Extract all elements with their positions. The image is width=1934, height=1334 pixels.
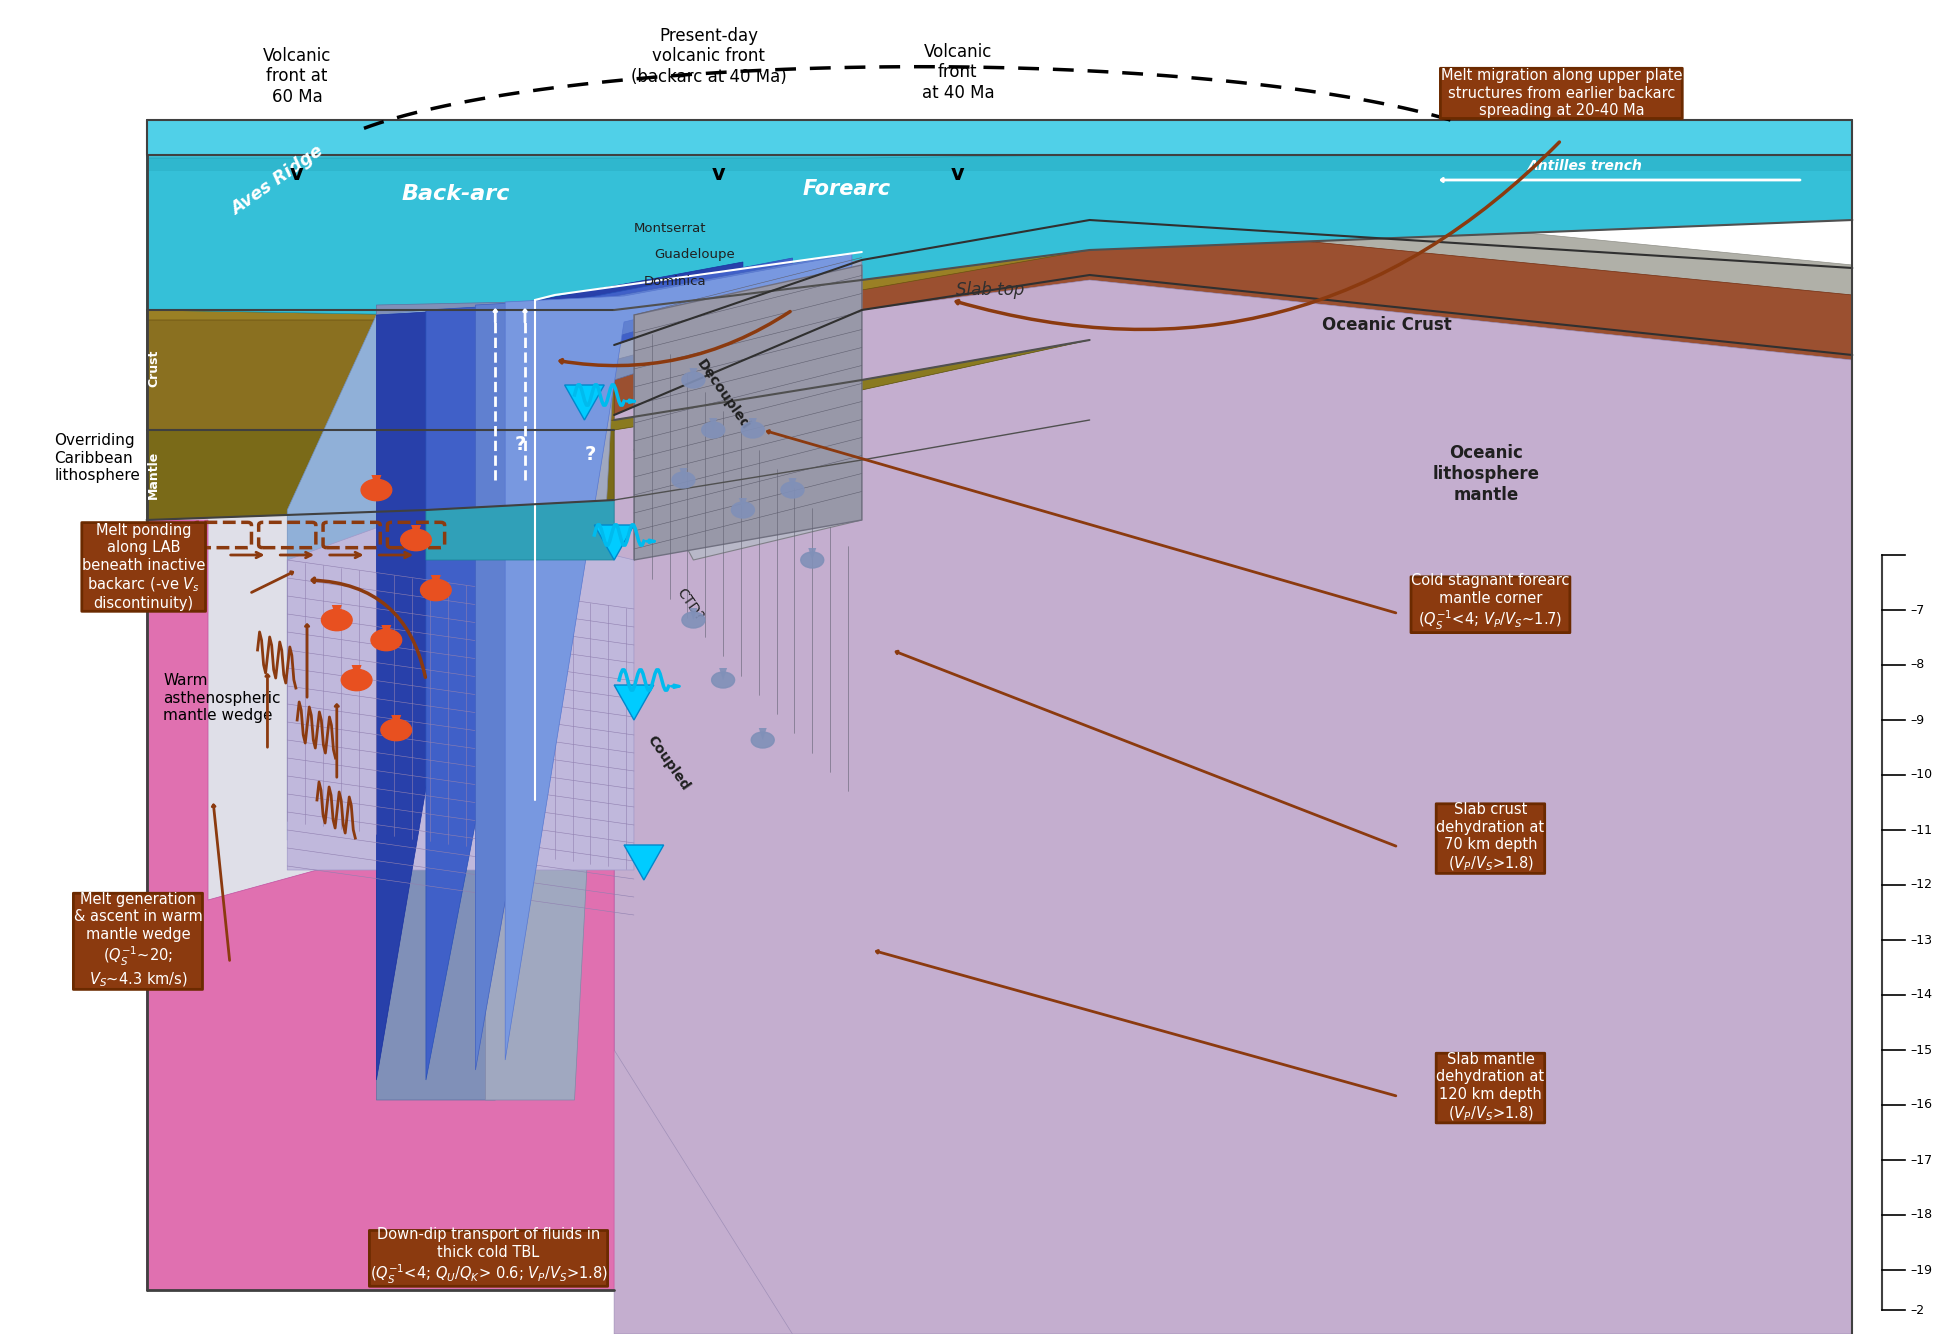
Text: –13: –13 — [1911, 934, 1932, 947]
Polygon shape — [431, 575, 441, 590]
Polygon shape — [594, 526, 634, 560]
Polygon shape — [710, 418, 718, 430]
Circle shape — [750, 732, 774, 748]
Text: –17: –17 — [1911, 1154, 1932, 1166]
Text: Overriding
Caribbean
lithosphere: Overriding Caribbean lithosphere — [54, 434, 141, 483]
Text: Volcanic
front at
60 Ma: Volcanic front at 60 Ma — [263, 47, 331, 107]
Text: Back-arc: Back-arc — [402, 184, 511, 204]
Polygon shape — [679, 468, 687, 480]
Text: –18: –18 — [1911, 1209, 1932, 1222]
Polygon shape — [352, 666, 362, 680]
Polygon shape — [371, 475, 381, 490]
Polygon shape — [719, 668, 727, 680]
Text: Coupled: Coupled — [644, 732, 692, 792]
Text: Slab mantle
dehydration at
120 km depth
($V_P$/$V_S$>1.8): Slab mantle dehydration at 120 km depth … — [1437, 1051, 1545, 1123]
Polygon shape — [789, 478, 797, 490]
Text: Melt generation
& ascent in warm
mantle wedge
($Q_S^{-1}$~20;
$V_S$~4.3 km/s): Melt generation & ascent in warm mantle … — [73, 891, 203, 990]
Circle shape — [702, 422, 725, 438]
Circle shape — [671, 472, 694, 488]
Polygon shape — [615, 195, 1853, 1334]
Text: ?: ? — [514, 435, 526, 454]
Polygon shape — [689, 608, 698, 620]
Text: Guadeloupe: Guadeloupe — [654, 248, 735, 261]
Polygon shape — [147, 120, 1853, 157]
Circle shape — [781, 482, 805, 498]
Text: –10: –10 — [1911, 768, 1932, 782]
Text: –16: –16 — [1911, 1098, 1932, 1111]
Circle shape — [381, 719, 412, 740]
Circle shape — [321, 610, 352, 631]
Polygon shape — [476, 256, 832, 1070]
Text: Slab crust
dehydration at
70 km depth
($V_P$/$V_S$>1.8): Slab crust dehydration at 70 km depth ($… — [1437, 802, 1545, 874]
Text: ?: ? — [584, 446, 596, 464]
Text: Decoupled: Decoupled — [694, 358, 752, 434]
Polygon shape — [147, 309, 615, 430]
Polygon shape — [412, 526, 422, 540]
Polygon shape — [425, 500, 615, 560]
Text: Aves Ridge: Aves Ridge — [228, 143, 327, 219]
Text: Present-day
volcanic front
(backarc at 40 Ma): Present-day volcanic front (backarc at 4… — [630, 27, 787, 87]
Text: –11: –11 — [1911, 823, 1932, 836]
Text: Melt migration along upper plate
structures from earlier backarc
spreading at 20: Melt migration along upper plate structu… — [1441, 68, 1683, 119]
Polygon shape — [377, 260, 863, 1101]
Circle shape — [731, 502, 754, 518]
Text: Down-dip transport of fluids in
thick cold TBL
($Q_S^{-1}$<4; $Q_U$/$Q_K$> 0.6; : Down-dip transport of fluids in thick co… — [369, 1227, 607, 1286]
Polygon shape — [391, 715, 400, 730]
Polygon shape — [147, 249, 1089, 320]
Text: –8: –8 — [1911, 659, 1924, 671]
Polygon shape — [377, 261, 743, 1081]
Polygon shape — [147, 340, 1089, 430]
Polygon shape — [615, 280, 1853, 1334]
Polygon shape — [634, 269, 863, 560]
Polygon shape — [615, 189, 1853, 346]
Text: Oceanic
lithosphere
mantle: Oceanic lithosphere mantle — [1433, 444, 1539, 504]
Text: Mantle: Mantle — [147, 451, 161, 499]
Polygon shape — [505, 253, 851, 1061]
Polygon shape — [634, 265, 863, 560]
Polygon shape — [381, 626, 391, 640]
Circle shape — [340, 670, 371, 691]
Text: –9: –9 — [1911, 714, 1924, 727]
Text: v: v — [952, 164, 965, 184]
Text: Montserrat: Montserrat — [634, 221, 706, 235]
Text: Warm
asthenospheric
mantle wedge: Warm asthenospheric mantle wedge — [164, 674, 280, 723]
Circle shape — [420, 579, 451, 600]
Text: –19: –19 — [1911, 1263, 1932, 1277]
Polygon shape — [739, 498, 747, 510]
Polygon shape — [615, 684, 654, 720]
Text: Crust: Crust — [147, 350, 161, 387]
Polygon shape — [748, 418, 756, 430]
Circle shape — [741, 422, 764, 438]
Text: Cold stagnant forearc
mantle corner
($Q_S^{-1}$<4; $V_P$/$V_S$~1.7): Cold stagnant forearc mantle corner ($Q_… — [1412, 574, 1570, 632]
Text: Forearc: Forearc — [803, 179, 890, 199]
Text: Slab top: Slab top — [957, 281, 1025, 299]
Polygon shape — [147, 510, 615, 1290]
Text: Volcanic
front
at 40 Ma: Volcanic front at 40 Ma — [923, 43, 994, 103]
Text: Antilles trench: Antilles trench — [1528, 159, 1642, 173]
Text: –15: –15 — [1911, 1043, 1932, 1057]
Polygon shape — [209, 510, 615, 900]
Text: Melt ponding
along LAB
beneath inactive
backarc (-ve $V_s$
discontinuity): Melt ponding along LAB beneath inactive … — [81, 523, 205, 611]
Polygon shape — [288, 309, 425, 840]
Circle shape — [362, 479, 393, 500]
Polygon shape — [288, 510, 634, 870]
Polygon shape — [565, 386, 603, 420]
Polygon shape — [615, 220, 1853, 415]
Polygon shape — [689, 368, 698, 380]
Polygon shape — [147, 155, 1853, 169]
Polygon shape — [147, 155, 1853, 315]
Text: Dominica: Dominica — [644, 275, 706, 288]
Polygon shape — [758, 728, 766, 740]
Text: v: v — [290, 164, 304, 184]
Polygon shape — [147, 520, 615, 1290]
Text: –12: –12 — [1911, 879, 1932, 891]
Text: –7: –7 — [1911, 603, 1924, 616]
Polygon shape — [485, 260, 863, 1101]
Polygon shape — [625, 844, 663, 880]
Polygon shape — [333, 606, 342, 620]
Text: –2: –2 — [1911, 1303, 1924, 1317]
Text: v: v — [712, 164, 725, 184]
Polygon shape — [147, 420, 615, 520]
Circle shape — [400, 530, 431, 551]
